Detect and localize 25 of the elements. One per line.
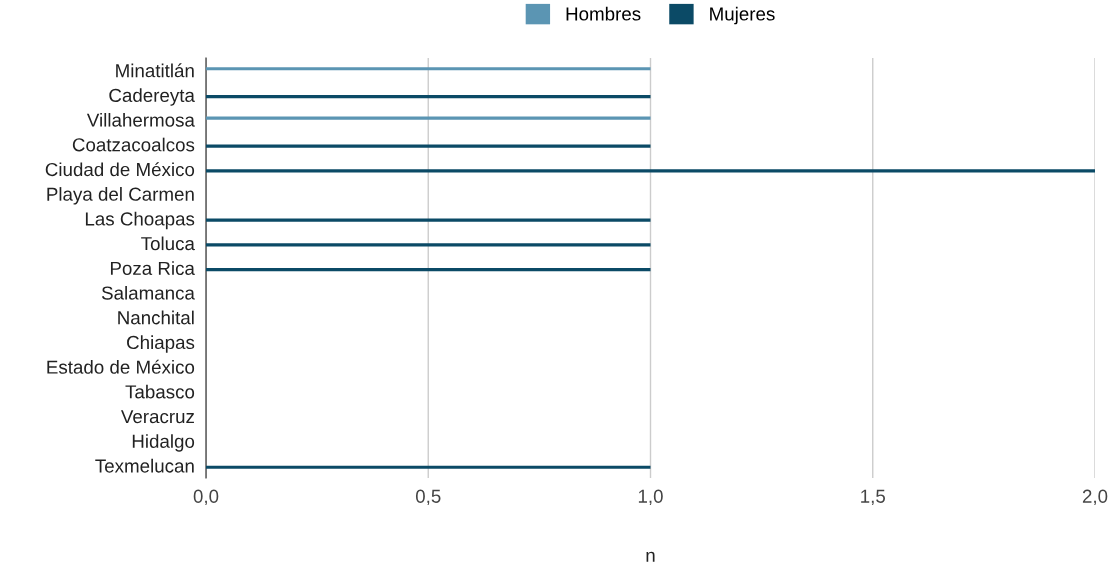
legend-label: Mujeres <box>710 6 775 25</box>
y-tick-label: Ciudad de México <box>45 162 195 177</box>
y-tick-label: Toluca <box>141 236 195 251</box>
x-tick-label: 0,0 <box>193 489 219 506</box>
y-tick-label: Hidalgo <box>132 434 195 452</box>
legend-label: Hombres <box>566 6 641 21</box>
x-tick-label: 1,0 <box>638 489 663 506</box>
y-tick-label: Las Choapas <box>85 211 195 230</box>
y-tick-label: Texmelucan <box>95 458 194 473</box>
y-tick-label: Estado de México <box>47 359 195 374</box>
y-tick-label: Playa del Carmen <box>47 187 194 205</box>
x-tick-label: 1,5 <box>861 489 885 506</box>
y-tick-label: Coatzacoalcos <box>72 137 195 152</box>
y-tick-label: Salamanca <box>101 285 195 300</box>
y-tick-label: Veracruz <box>120 410 194 424</box>
x-tick-label: 2,0 <box>1082 489 1108 506</box>
y-tick-label: Nanchital <box>118 310 194 325</box>
y-tick-label: Chiapas <box>127 335 195 353</box>
y-tick-label: Cadereyta <box>109 88 195 106</box>
y-tick-label: Villahermosa <box>86 112 195 127</box>
x-axis-title: n <box>646 551 655 562</box>
x-tick-label: 0,5 <box>415 489 441 506</box>
y-tick-label: Minatitlán <box>116 63 194 78</box>
y-tick-label: Poza Rica <box>110 261 195 275</box>
y-tick-label: Tabasco <box>125 384 195 399</box>
